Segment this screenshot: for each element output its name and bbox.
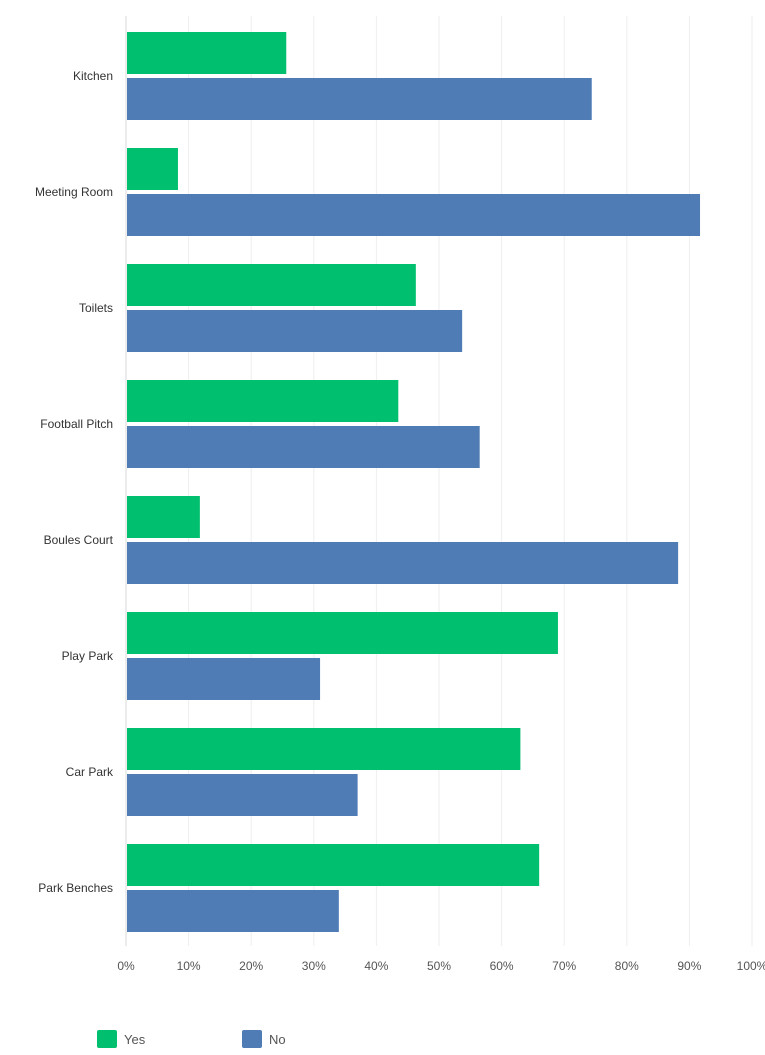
bar-no	[127, 78, 592, 120]
x-tick-label: 0%	[117, 959, 135, 973]
x-tick-label: 70%	[552, 959, 576, 973]
bar-yes	[127, 844, 540, 886]
legend-swatch	[97, 1030, 117, 1048]
x-tick-label: 60%	[490, 959, 514, 973]
bar-yes	[127, 380, 399, 422]
x-tick-label: 10%	[177, 959, 201, 973]
x-tick-label: 40%	[364, 959, 388, 973]
category-label: Kitchen	[73, 69, 113, 83]
category-label: Car Park	[66, 765, 114, 779]
category-label: Play Park	[62, 649, 114, 663]
category-label: Football Pitch	[40, 417, 113, 431]
x-tick-label: 20%	[239, 959, 263, 973]
x-tick-label: 80%	[615, 959, 639, 973]
bar-yes	[127, 496, 200, 538]
bar-no	[127, 890, 339, 932]
bar-no	[127, 310, 463, 352]
category-label: Toilets	[79, 301, 113, 315]
bar-no	[127, 658, 321, 700]
x-tick-label: 90%	[677, 959, 701, 973]
bar-yes	[127, 728, 521, 770]
bar-yes	[127, 612, 558, 654]
bar-yes	[127, 32, 287, 74]
bar-yes	[127, 264, 416, 306]
category-label: Meeting Room	[35, 185, 113, 199]
legend: Yes No	[97, 1030, 286, 1048]
bar-no	[127, 542, 679, 584]
axis-layer: 0% 10% 20% 30% 40% 50% 60% 70% 80% 90% 100% Kitchen…	[35, 16, 765, 973]
grid-layer	[188, 16, 753, 946]
bar-no	[127, 774, 358, 816]
bar-yes	[127, 148, 178, 190]
x-tick-label: 30%	[302, 959, 326, 973]
category-label: Park Benches	[38, 881, 113, 895]
x-tick-label: 50%	[427, 959, 451, 973]
legend-label: No	[269, 1032, 286, 1047]
legend-label: Yes	[124, 1032, 146, 1047]
legend-swatch	[242, 1030, 262, 1048]
bars-layer	[127, 32, 701, 932]
category-label: Boules Court	[44, 533, 114, 547]
x-tick-label: 100%	[737, 959, 765, 973]
bar-no	[127, 426, 480, 468]
bar-no	[127, 194, 701, 236]
